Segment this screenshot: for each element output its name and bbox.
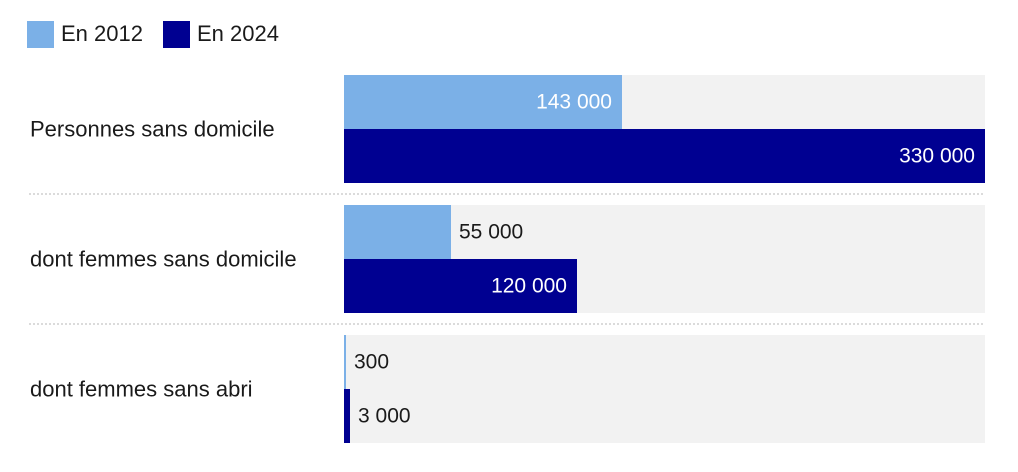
category-label: dont femmes sans abri — [30, 377, 253, 402]
legend-item-2012: En 2012 — [27, 20, 143, 48]
bar-2012 — [344, 205, 451, 259]
bar-2024 — [344, 129, 985, 183]
data-label: 3 000 — [358, 405, 411, 428]
legend-label-2012: En 2012 — [61, 21, 143, 46]
data-label: 143 000 — [536, 91, 612, 114]
data-label: 330 000 — [899, 145, 975, 168]
legend-swatch-2012 — [27, 20, 54, 48]
bar-2012 — [344, 75, 622, 129]
bar-track — [344, 335, 985, 443]
data-label: 120 000 — [491, 275, 567, 298]
bar-2024 — [344, 389, 350, 443]
data-label: 300 — [354, 351, 389, 374]
legend: En 2012 En 2024 — [27, 20, 299, 48]
category-label: dont femmes sans domicile — [30, 247, 297, 272]
legend-item-2024: En 2024 — [162, 20, 279, 48]
bar-2012 — [344, 335, 346, 389]
legend-swatch-2024 — [162, 20, 190, 48]
category-label: Personnes sans domicile — [30, 117, 275, 142]
bar-2024 — [344, 259, 577, 313]
legend-label-2024: En 2024 — [196, 21, 279, 46]
data-label: 55 000 — [459, 221, 523, 244]
